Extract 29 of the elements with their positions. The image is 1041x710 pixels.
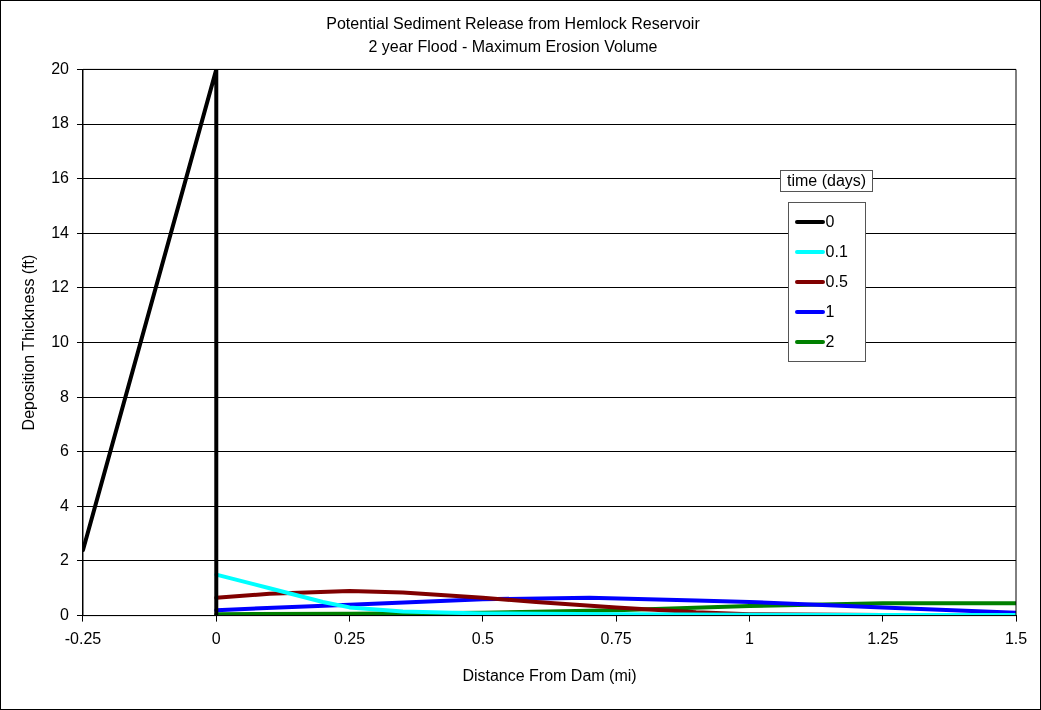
y-tick-label: 6 (60, 442, 70, 460)
y-tick-label: 8 (60, 387, 70, 405)
legend-label: 0 (825, 213, 835, 231)
legend-label: 0.5 (825, 273, 848, 291)
y-tick-label: 10 (51, 332, 70, 350)
y-tick-label: 16 (51, 169, 70, 187)
x-axis-title: Distance From Dam (mi) (462, 666, 637, 684)
x-tick-label: 1.25 (867, 629, 899, 647)
legend-label: 2 (825, 333, 835, 351)
y-tick-label: 12 (51, 278, 70, 296)
x-tick-label: 1.5 (1004, 629, 1028, 647)
y-tick-label: 4 (60, 496, 70, 514)
y-tick-label: 20 (51, 59, 70, 77)
y-tick-label: 2 (60, 551, 70, 569)
chart-title: Potential Sediment Release from Hemlock Reservoir (326, 15, 701, 33)
legend-title: time (days) (780, 170, 874, 192)
y-tick-label: 18 (51, 114, 70, 132)
x-tick-label: 0 (211, 629, 221, 647)
chart-subtitle: 2 year Flood - Maximum Erosion Volume (368, 38, 658, 56)
x-tick-label: 0.25 (334, 629, 366, 647)
y-axis-title: Deposition Thickness (ft) (20, 254, 38, 431)
x-tick-label: 0.75 (600, 629, 632, 647)
y-tick-label: 14 (51, 223, 70, 241)
x-tick-label: 0.5 (471, 629, 495, 647)
legend-label: 1 (825, 303, 835, 321)
x-tick-label: 1 (744, 629, 754, 647)
x-tick-label: -0.25 (64, 629, 102, 647)
y-tick-label: 0 (60, 606, 70, 624)
legend-label: 0.1 (825, 243, 848, 261)
